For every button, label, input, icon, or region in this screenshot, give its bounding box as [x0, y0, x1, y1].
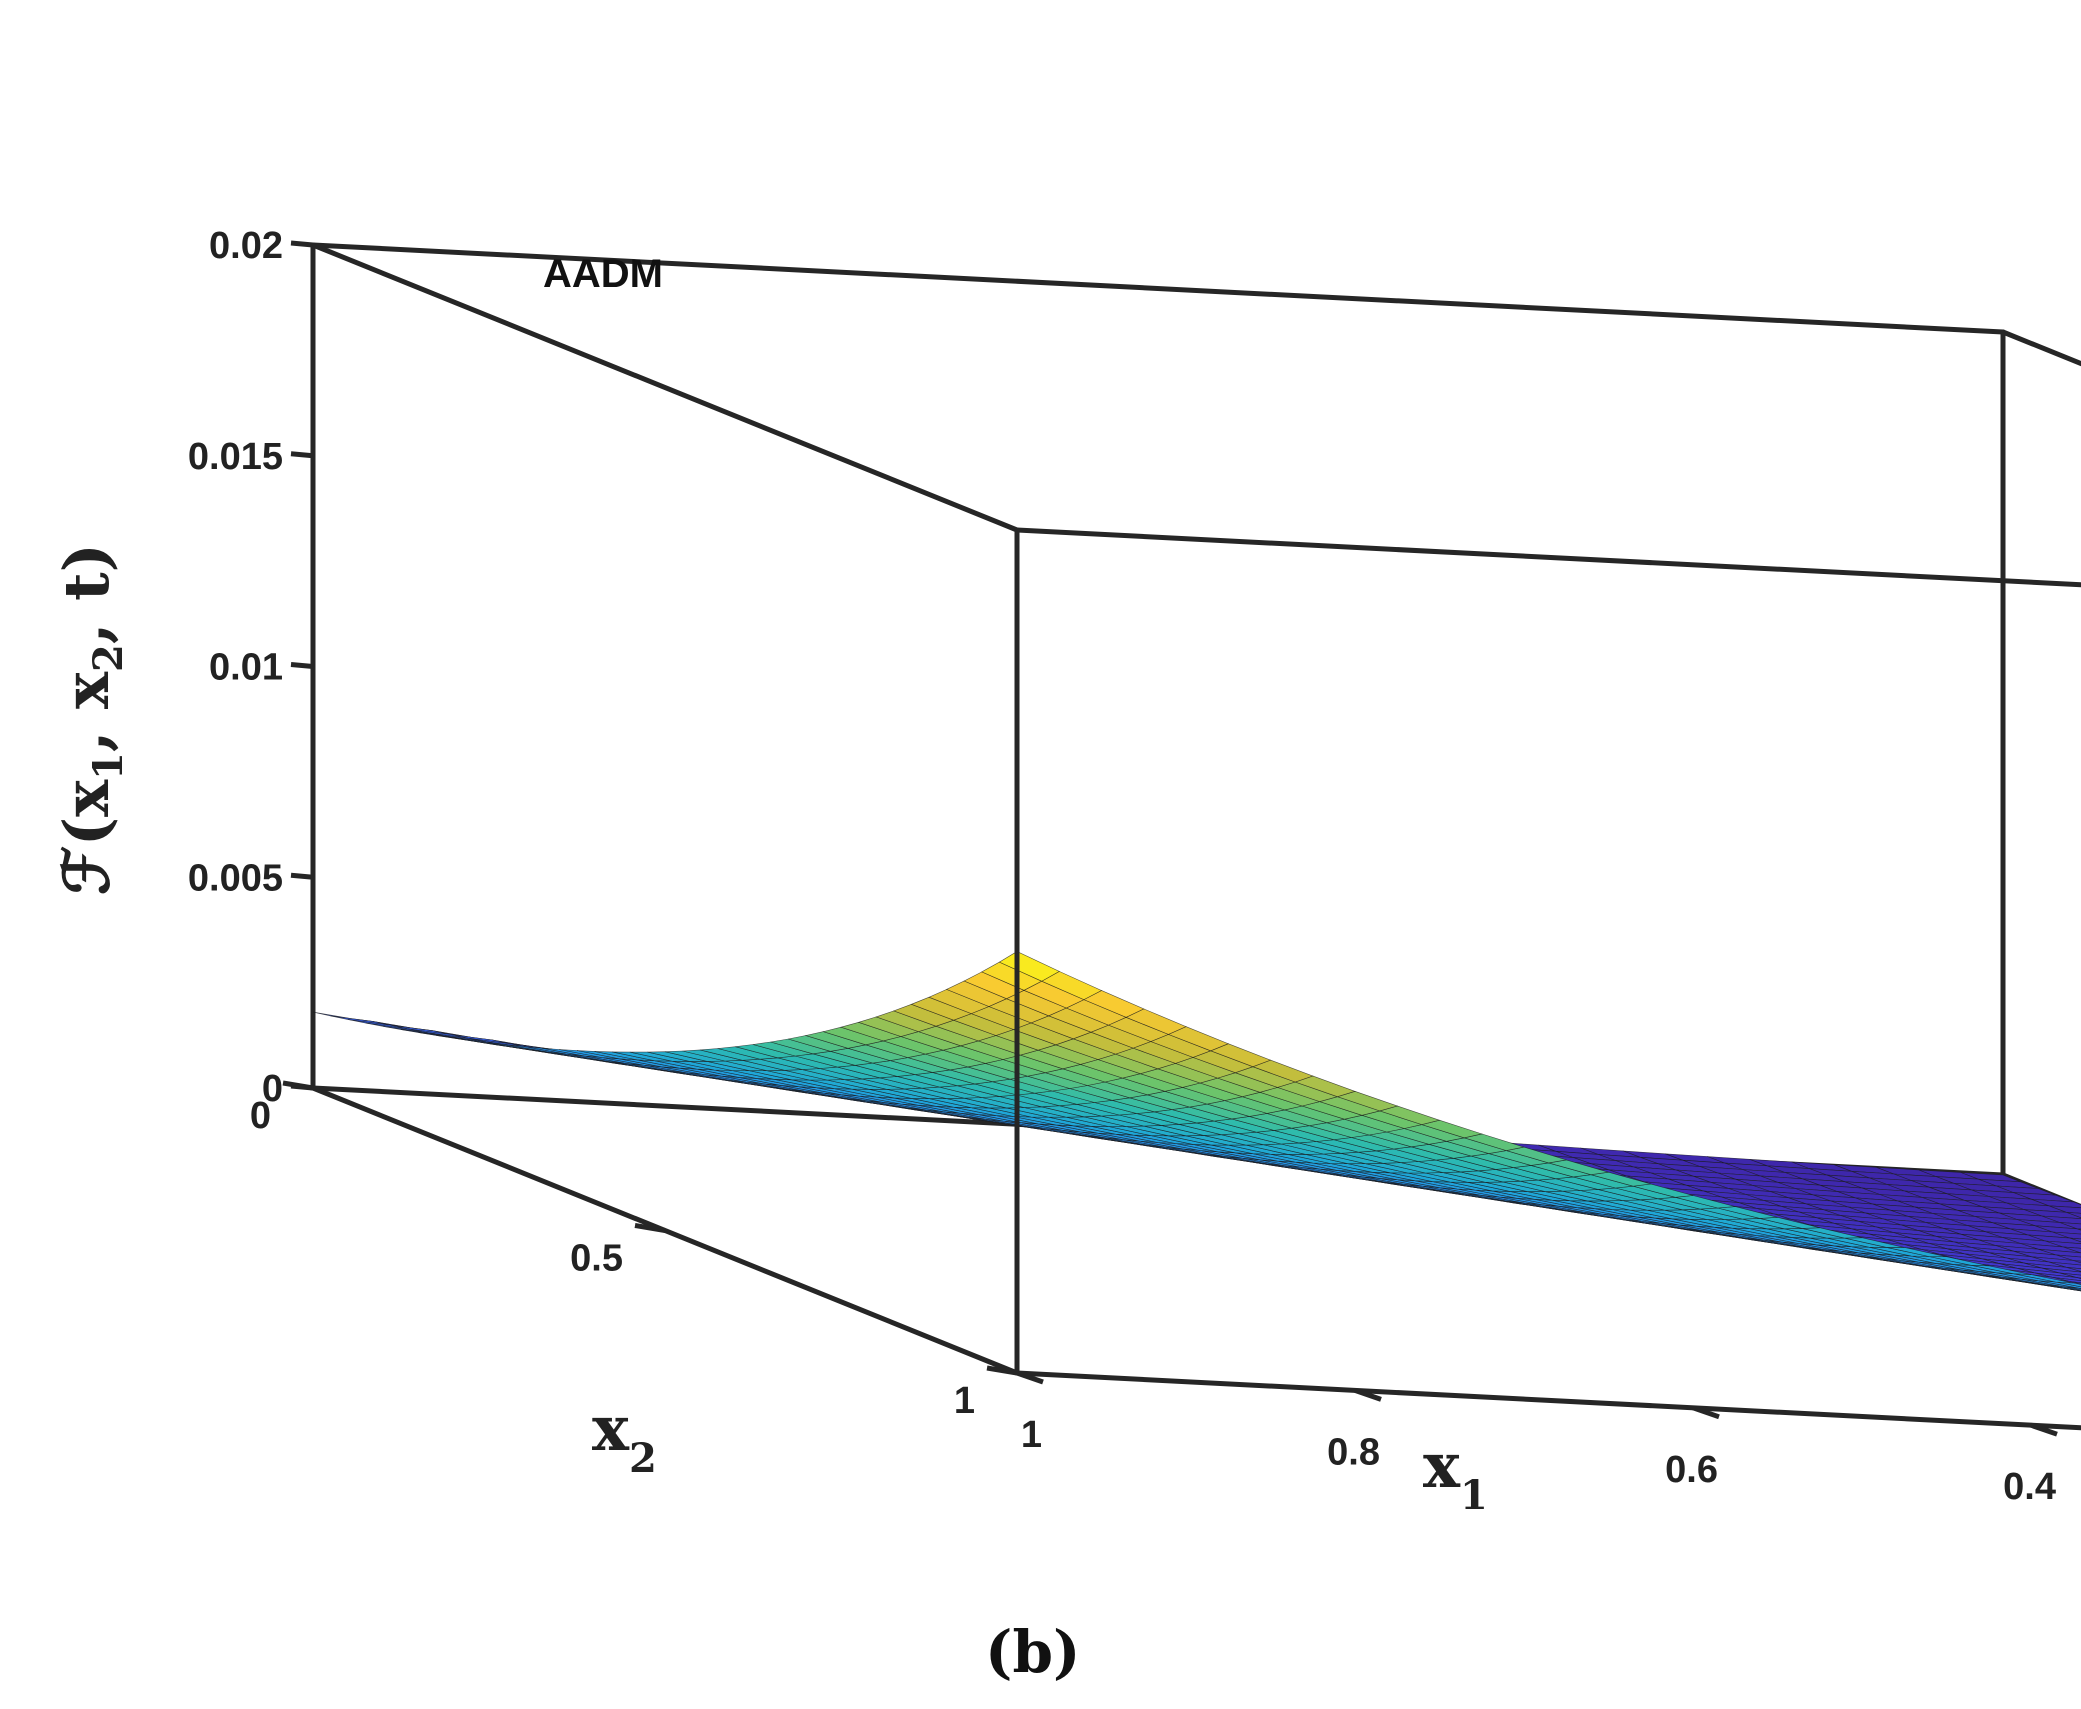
x2-tick-mark	[634, 1223, 666, 1233]
x1-tick-label: 1	[1021, 1414, 1042, 1456]
z-tick-label: 0.02	[209, 225, 283, 267]
x2-tick-label: 0	[250, 1095, 271, 1137]
surface-patch	[2066, 1212, 2081, 1219]
z-tick-label: 0.01	[209, 647, 283, 689]
x2-tick-mark	[282, 1080, 314, 1091]
z-tick-mark	[290, 451, 314, 459]
svg-text:x1: x1	[1423, 1429, 1488, 1519]
box-edge	[310, 242, 2006, 335]
box-edge	[2000, 329, 2081, 367]
x1-tick-label: 0.4	[2003, 1466, 2056, 1508]
x1-tick-mark	[1692, 1405, 1720, 1420]
x1-tick-label: 0.6	[1665, 1449, 1718, 1491]
method-annotation: AADM	[543, 252, 663, 296]
x2-axis-label: x2	[592, 1392, 657, 1482]
x1-tick-mark	[2030, 1422, 2058, 1437]
x2-tick-label: 1	[954, 1380, 975, 1422]
box-edge	[310, 242, 1020, 533]
z-tick-mark	[290, 872, 314, 880]
svg-text:x2: x2	[592, 1392, 657, 1482]
panel-label: (b)	[985, 1618, 1080, 1686]
x1-tick-mark	[1354, 1388, 1382, 1402]
z-tick-mark	[290, 662, 314, 669]
x2-axis-label-sub: 2	[629, 1435, 657, 1482]
x1-axis-label-sub: 1	[1460, 1472, 1488, 1519]
z-tick-label: 0.015	[188, 436, 283, 478]
z-tick-mark	[290, 240, 314, 248]
z-axis-label: ℱ(x1, x2, t)	[50, 543, 132, 895]
x1-axis-label: x1	[1423, 1429, 1488, 1519]
x1-tick-label: 0.8	[1327, 1431, 1380, 1473]
box-edge	[1014, 527, 2081, 588]
surface-mesh	[312, 951, 2081, 1292]
z-tick-label: 0.005	[188, 857, 283, 899]
svg-text:ℱ(x1, x2, t): ℱ(x1, x2, t)	[50, 543, 132, 895]
z-tick-label: 0	[262, 1068, 283, 1110]
x2-tick-mark	[986, 1365, 1018, 1376]
box-edge	[1014, 1370, 2081, 1431]
x1-axis-label-base: x	[1423, 1429, 1461, 1502]
x1-tick-mark	[1016, 1370, 1044, 1385]
x2-tick-label: 0.5	[570, 1238, 623, 1280]
surface-patch	[2076, 1289, 2081, 1292]
x2-axis-label-base: x	[592, 1392, 630, 1465]
